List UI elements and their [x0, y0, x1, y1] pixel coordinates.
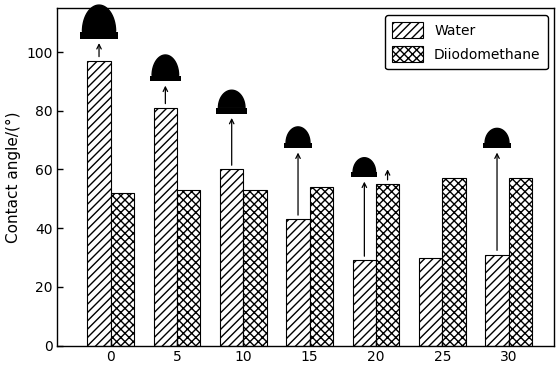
Bar — [284, 143, 312, 148]
Polygon shape — [82, 5, 115, 31]
Polygon shape — [152, 55, 179, 75]
Bar — [216, 108, 247, 114]
Bar — [508, 178, 532, 346]
Polygon shape — [353, 158, 376, 172]
Polygon shape — [218, 90, 245, 108]
Polygon shape — [286, 127, 310, 143]
Bar — [111, 193, 134, 346]
Bar — [150, 75, 181, 81]
Bar — [419, 258, 442, 346]
Bar — [154, 108, 177, 346]
Bar — [353, 260, 376, 346]
Bar — [87, 61, 111, 346]
Legend: Water, Diiodomethane: Water, Diiodomethane — [385, 15, 548, 69]
Bar — [486, 255, 508, 346]
Bar — [177, 190, 200, 346]
Bar — [483, 143, 511, 148]
Bar — [442, 178, 465, 346]
Bar — [220, 169, 243, 346]
Y-axis label: Contact angle/(°): Contact angle/(°) — [6, 111, 21, 243]
Bar — [351, 172, 377, 177]
Bar — [80, 31, 118, 39]
Bar — [376, 184, 399, 346]
Polygon shape — [485, 128, 509, 143]
Bar — [286, 219, 310, 346]
Bar — [243, 190, 267, 346]
Bar — [310, 187, 333, 346]
